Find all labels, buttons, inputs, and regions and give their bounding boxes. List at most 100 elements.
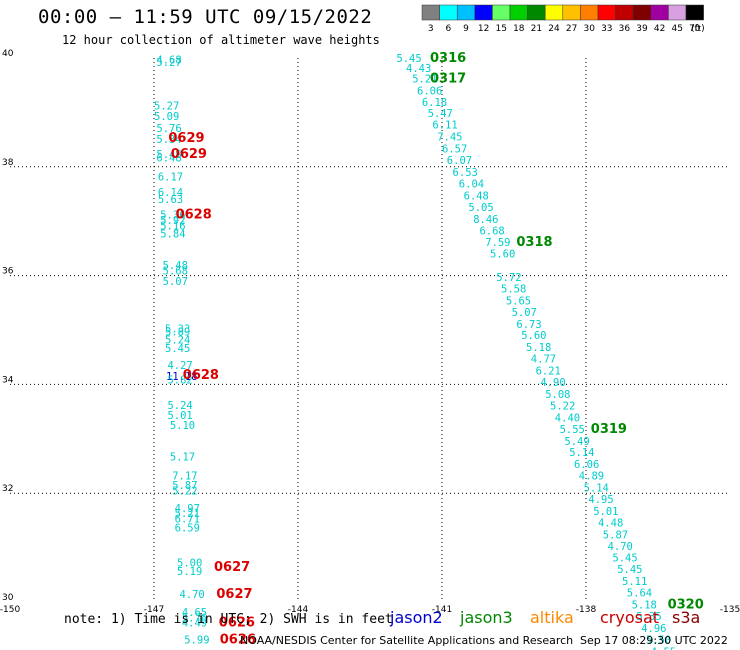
wave-height-value: 5.64 [627, 588, 652, 600]
wave-height-value: 5.07 [163, 276, 188, 288]
colorbar-swatch [456, 4, 476, 21]
pass-time-label: 0626 [220, 632, 256, 647]
wave-height-value: 5.58 [501, 283, 526, 295]
wave-height-value: 6.59 [175, 522, 200, 534]
wave-height-value: 7.17 [172, 471, 197, 483]
y-tick-label: 38 [2, 158, 14, 168]
wave-height-value: 6.17 [158, 171, 183, 183]
colorbar-swatch [421, 4, 440, 21]
wave-height-value: 4.49 [182, 617, 207, 629]
legend-jason3: jason3 [460, 608, 513, 627]
wave-height-value: 5.45 [396, 53, 421, 65]
wave-height-value: 5.92 [160, 215, 185, 227]
x-tick-label: -150 [0, 605, 20, 615]
colorbar-label: 24 [548, 24, 560, 34]
colorbar-swatch [544, 4, 564, 21]
colorbar-swatch [650, 4, 669, 21]
colorbar-swatch [562, 4, 581, 21]
colorbar-label: 21 [531, 24, 542, 34]
wave-height-value: 6.04 [459, 178, 484, 190]
wave-height-value: 5.48 [156, 149, 181, 161]
wave-height-value: 4.43 [406, 63, 431, 75]
colorbar-label: 30 [583, 24, 595, 34]
wave-height-value: 5.10 [170, 420, 195, 432]
pass-time-label: 0628 [176, 207, 212, 222]
x-tick-label: -141 [432, 605, 452, 615]
pass-time-label: 0628 [183, 368, 219, 383]
wave-height-value: 5.27 [156, 57, 181, 69]
colorbar-label: 6 [446, 24, 452, 34]
colorbar-unit: (ft) [691, 24, 705, 34]
wave-height-value: 4.70 [608, 541, 633, 553]
legend-altika: altika [530, 608, 574, 627]
wave-height-value: 5.89 [165, 326, 190, 338]
wave-height-value: 4.55 [651, 646, 676, 650]
wave-height-value: 6.48 [464, 190, 489, 202]
wave-height-value: 5.49 [564, 436, 589, 448]
wave-height-value: 5.63 [158, 194, 183, 206]
colorbar-swatch [474, 4, 493, 21]
colorbar-label: 45 [671, 24, 682, 34]
wave-height-value: 4.48 [598, 517, 623, 529]
wave-height-value: 5.45 [617, 564, 642, 576]
wave-height-value: 5.55 [560, 424, 585, 436]
legend-jason2: jason2 [390, 608, 443, 627]
colorbar-swatch [492, 4, 511, 21]
wave-height-value: 5.82 [167, 374, 192, 386]
wave-height-value: 5.22 [550, 400, 575, 412]
wave-height-value: 5.01 [593, 506, 618, 518]
wave-height-value: 5.68 [163, 266, 188, 278]
colorbar-label: 42 [654, 24, 665, 34]
wave-height-value: 4.77 [531, 354, 556, 366]
wave-height-value: 5.36 [160, 209, 185, 221]
legend-s3a: s3a [672, 608, 701, 627]
colorbar-label: 18 [513, 24, 525, 34]
colorbar-swatch [668, 4, 687, 21]
wave-height-value: 5.21 [175, 508, 200, 520]
wave-height-value: 5.72 [496, 272, 521, 284]
footer-timestamp: Sep 17 08:29:30 UTC 2022 [580, 634, 728, 647]
wave-height-value: 5.14 [569, 447, 594, 459]
wave-height-value: 6.57 [442, 144, 467, 156]
wave-height-value: 4.65 [182, 607, 207, 619]
pass-time-label: 0629 [168, 131, 204, 146]
pass-time-label: 0626 [219, 615, 255, 630]
colorbar-swatch [615, 4, 634, 21]
wave-height-value: 6.73 [516, 319, 541, 331]
wave-height-value: 5.11 [622, 576, 647, 588]
wave-height-value: 5.14 [584, 483, 609, 495]
wave-height-value: 5.24 [165, 335, 190, 347]
wave-height-value: 5.35 [636, 611, 661, 623]
pass-time-label: 0627 [214, 560, 250, 575]
wave-height-value: 4.95 [588, 494, 613, 506]
wave-height-value: 6.21 [536, 366, 561, 378]
colorbar-swatch [527, 4, 546, 21]
wave-height-value: 5.17 [170, 452, 195, 464]
wave-height-value: 8.46 [473, 214, 498, 226]
pass-time-label: 0629 [171, 147, 207, 162]
colorbar-label: 15 [495, 24, 506, 34]
wave-height-value: 6.48 [156, 152, 181, 164]
colorbar-label: 70 [689, 24, 701, 34]
y-tick-label: 30 [2, 593, 14, 603]
colorbar-label: 9 [463, 24, 469, 34]
wave-height-value: 5.60 [490, 249, 515, 261]
wave-height-value: 5.00 [177, 558, 202, 570]
pass-time-label: 0319 [591, 422, 627, 437]
wave-height-value: 6.71 [175, 514, 200, 526]
colorbar-label: 12 [478, 24, 489, 34]
wave-height-value: 6.06 [574, 459, 599, 471]
x-tick-label: -135 [720, 605, 740, 615]
wave-height-value: 7.45 [437, 132, 462, 144]
wave-height-value: 5.45 [612, 553, 637, 565]
wave-height-value: 6.18 [422, 97, 447, 109]
colorbar-label: 3 [428, 24, 434, 34]
wave-height-value: 5.24 [167, 400, 192, 412]
wave-height-value: 5.18 [526, 342, 551, 354]
wave-height-value: 7.59 [485, 237, 510, 249]
wave-height-value: 4.96 [641, 623, 666, 635]
wave-height-value: 6.11 [432, 120, 457, 132]
colorbar-swatch [509, 4, 528, 21]
wave-height-value: 6.06 [417, 85, 442, 97]
